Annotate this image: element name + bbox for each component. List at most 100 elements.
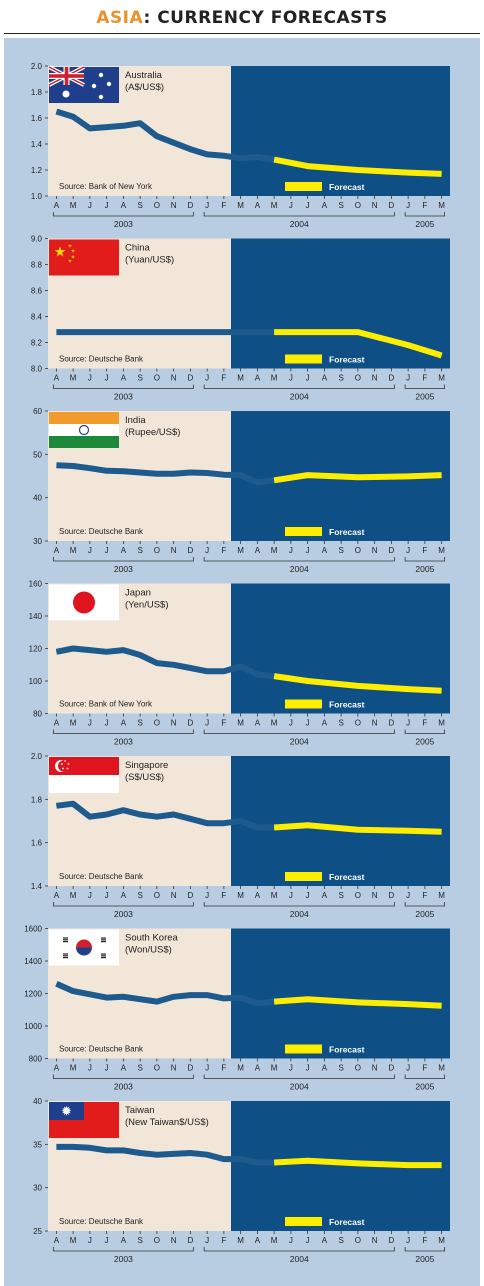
year-bracket: 2005: [404, 557, 446, 574]
flag-stripe: [49, 412, 119, 424]
forecast-legend-swatch: [285, 1044, 322, 1054]
year-label: 2003: [114, 1082, 133, 1092]
month-label: J: [205, 546, 209, 555]
month-label: M: [70, 546, 77, 555]
year-label: 2003: [114, 737, 133, 747]
year-bracket: 2005: [404, 212, 446, 229]
year-bracket: 2004: [203, 384, 395, 402]
forecast-legend-label: Forecast: [329, 1045, 365, 1055]
month-label: F: [221, 201, 226, 210]
flag-stripe: [49, 436, 119, 448]
flag-trigram-bar: [63, 937, 68, 939]
flag-trigram-bar: [63, 957, 68, 959]
month-label: J: [306, 374, 310, 383]
year-bracket-line: [203, 384, 395, 389]
month-label: J: [88, 719, 92, 728]
month-label: J: [105, 719, 109, 728]
month-label: J: [289, 374, 293, 383]
forecast-legend-label: Forecast: [329, 872, 365, 882]
unit-label: (Yen/US$): [125, 600, 168, 611]
month-label: M: [438, 1064, 445, 1073]
month-label: A: [121, 719, 127, 728]
month-label: A: [121, 201, 127, 210]
month-label: O: [154, 891, 160, 900]
year-bracket-line: [52, 1074, 194, 1079]
month-label: A: [322, 201, 328, 210]
japan-flag: [49, 584, 119, 621]
month-label: A: [54, 1236, 60, 1245]
flag-star: ★: [71, 249, 76, 255]
flag-taegeuk: [76, 947, 92, 956]
month-label: A: [255, 1064, 261, 1073]
y-tick-label: 2.0: [31, 752, 43, 761]
flag-trigram-bar: [63, 955, 68, 957]
year-bracket: 2003: [52, 384, 194, 402]
month-label: N: [372, 719, 378, 728]
month-label: J: [205, 201, 209, 210]
month-label: N: [171, 201, 177, 210]
month-label: N: [372, 891, 378, 900]
y-tick-label: 8.2: [31, 339, 43, 348]
month-label: N: [372, 201, 378, 210]
flag-sun: ✹: [61, 1104, 72, 1119]
forecast-series-line: [273, 822, 442, 835]
y-tick-label: 800: [29, 1055, 43, 1064]
forecast-area: [231, 928, 450, 1059]
month-label: M: [237, 1236, 244, 1245]
unit-label: (S$/US$): [125, 772, 164, 783]
month-label: S: [137, 1236, 142, 1245]
month-label: J: [105, 1236, 109, 1245]
month-label: A: [322, 546, 328, 555]
month-label: S: [338, 891, 343, 900]
month-label: F: [422, 891, 427, 900]
historical-series-line: [56, 800, 275, 831]
title-rest: : CURRENCY FORECASTS: [143, 8, 388, 28]
year-label: 2005: [415, 219, 434, 229]
month-label: O: [355, 546, 361, 555]
y-tick-label: 160: [29, 580, 43, 589]
year-bracket-line: [203, 902, 395, 907]
flag-stripe: [49, 424, 119, 436]
month-label: S: [338, 719, 343, 728]
month-label: D: [187, 546, 193, 555]
month-label: S: [137, 891, 142, 900]
month-label: D: [187, 1064, 193, 1073]
month-label: N: [171, 1236, 177, 1245]
year-label: 2004: [290, 1254, 309, 1264]
forecast-legend-label: Forecast: [329, 527, 365, 537]
month-label: M: [271, 546, 278, 555]
year-label: 2003: [114, 909, 133, 919]
month-label: A: [322, 374, 328, 383]
year-bracket: 2005: [404, 1247, 446, 1264]
year-bracket: 2005: [404, 902, 446, 919]
forecast-area: [231, 66, 450, 196]
year-bracket: 2003: [52, 212, 194, 229]
month-label: J: [88, 1236, 92, 1245]
month-label: J: [105, 546, 109, 555]
year-bracket-line: [52, 902, 194, 907]
historical-series-line: [55, 645, 275, 680]
flag-star: [67, 763, 70, 765]
flag-star: ★: [71, 255, 76, 261]
y-tick-label: 40: [33, 494, 42, 503]
month-label: M: [237, 1064, 244, 1073]
flag-trigram-bar: [63, 941, 68, 943]
flag-canton: [49, 1102, 84, 1120]
month-label: M: [271, 719, 278, 728]
flag-star: [91, 83, 97, 89]
month-label: F: [221, 719, 226, 728]
flag-cross: [49, 74, 84, 78]
historical-series-line: [56, 462, 275, 486]
year-bracket-line: [203, 729, 395, 734]
month-label: J: [306, 891, 310, 900]
month-label: S: [338, 1236, 343, 1245]
flag-taegeuk: [76, 939, 92, 948]
month-label: F: [221, 374, 226, 383]
y-tick-label: 8.6: [31, 287, 43, 296]
year-bracket-line: [52, 729, 194, 734]
unit-label: (Won/US$): [125, 945, 172, 956]
country-name: India: [125, 415, 146, 426]
month-label: F: [221, 891, 226, 900]
month-label: O: [355, 374, 361, 383]
